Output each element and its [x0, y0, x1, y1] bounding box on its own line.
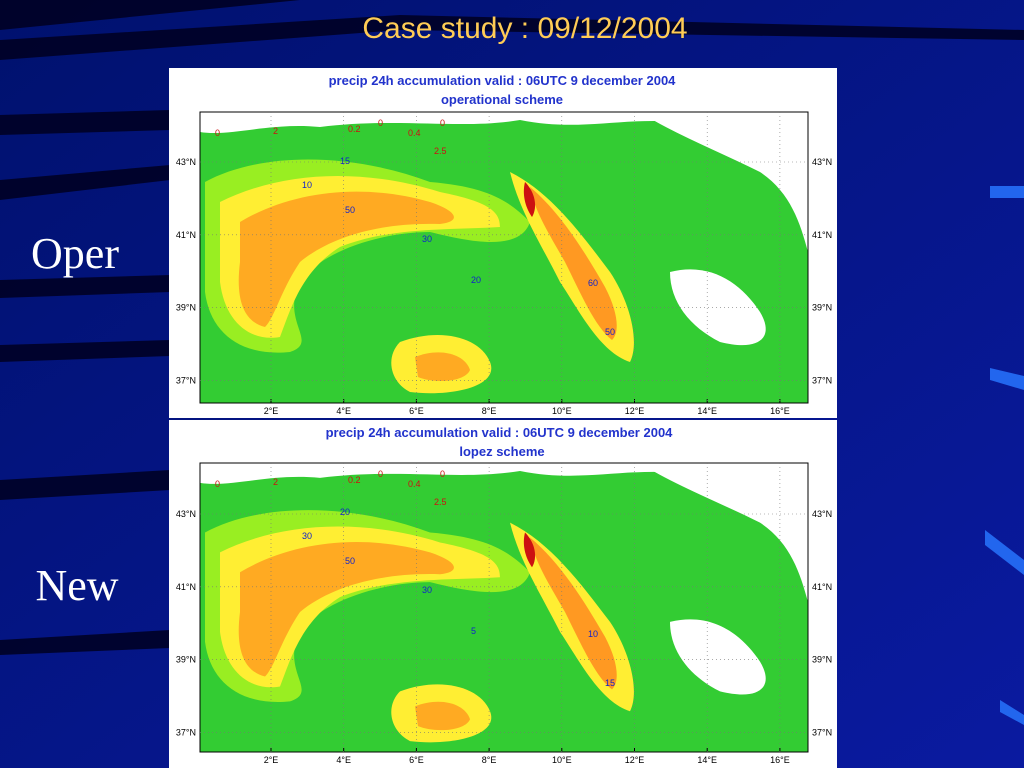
map-frame [199, 462, 809, 753]
contour-label: 0.2 [348, 475, 361, 485]
contour-label: 2.5 [434, 497, 447, 507]
x-tick-label: 16°E [770, 755, 790, 765]
contour-label: 30 [302, 531, 312, 541]
map-title: precip 24h accumulation valid : 06UTC 9 … [329, 73, 677, 88]
contour-label: 0.2 [348, 124, 361, 134]
contour-label: 30 [422, 585, 432, 595]
contour-label: 10 [588, 629, 598, 639]
y-tick-label: 39°N [812, 655, 832, 665]
y-tick-label: 39°N [812, 303, 832, 313]
precip-map [200, 112, 808, 403]
x-tick-label: 14°E [697, 406, 717, 416]
contour-label: 2 [273, 477, 278, 487]
y-tick-label: 39°N [176, 303, 196, 313]
precip-map [200, 463, 808, 752]
y-tick-label: 41°N [812, 582, 832, 592]
contour-label: 20 [471, 275, 481, 285]
x-tick-label: 2°E [264, 755, 279, 765]
x-tick-label: 12°E [625, 406, 645, 416]
x-tick-label: 8°E [482, 406, 497, 416]
contour-label: 0 [440, 469, 445, 479]
contour-label: 0 [378, 118, 383, 128]
y-tick-label: 37°N [176, 375, 196, 385]
x-tick-label: 14°E [697, 755, 717, 765]
map-frame [199, 111, 809, 404]
x-tick-label: 2°E [264, 406, 279, 416]
y-tick-label: 41°N [812, 230, 832, 240]
contour-label: 50 [345, 205, 355, 215]
y-tick-label: 43°N [812, 157, 832, 167]
contour-label: 50 [345, 556, 355, 566]
x-tick-label: 8°E [482, 755, 497, 765]
map-panel: precip 24h accumulation valid : 06UTC 9 … [31, 68, 837, 418]
contour-label: 0 [378, 469, 383, 479]
side-label: New [35, 561, 118, 610]
y-tick-label: 37°N [176, 727, 196, 737]
x-tick-label: 4°E [336, 755, 351, 765]
contour-label: 15 [605, 678, 615, 688]
map-panel: precip 24h accumulation valid : 06UTC 9 … [35, 420, 837, 768]
y-tick-label: 39°N [176, 655, 196, 665]
y-tick-label: 41°N [176, 230, 196, 240]
contour-label: 15 [340, 156, 350, 166]
contour-label: 2 [273, 126, 278, 136]
background-stripes [0, 0, 1024, 655]
contour-label: 0 [215, 128, 220, 138]
contour-label: 0 [440, 118, 445, 128]
contour-label: 0.4 [408, 128, 421, 138]
contour-label: 60 [588, 278, 598, 288]
contour-label: 2.5 [434, 146, 447, 156]
contour-label: 5 [471, 626, 476, 636]
x-tick-label: 6°E [409, 406, 424, 416]
x-tick-label: 12°E [625, 755, 645, 765]
map-title: precip 24h accumulation valid : 06UTC 9 … [326, 425, 674, 440]
x-tick-label: 4°E [336, 406, 351, 416]
x-tick-label: 16°E [770, 406, 790, 416]
x-tick-label: 10°E [552, 406, 572, 416]
y-tick-label: 37°N [812, 727, 832, 737]
contour-label: 30 [422, 234, 432, 244]
y-tick-label: 43°N [812, 509, 832, 519]
contour-label: 10 [302, 180, 312, 190]
map-subtitle: lopez scheme [459, 444, 544, 459]
contour-label: 50 [605, 327, 615, 337]
slide-title: Case study : 09/12/2004 [362, 12, 687, 45]
y-tick-label: 43°N [176, 509, 196, 519]
map-subtitle: operational scheme [441, 92, 563, 107]
y-tick-label: 41°N [176, 582, 196, 592]
y-tick-label: 37°N [812, 375, 832, 385]
contour-label: 0 [215, 479, 220, 489]
contour-label: 0.4 [408, 479, 421, 489]
side-dashes [985, 186, 1024, 725]
x-tick-label: 10°E [552, 755, 572, 765]
y-tick-label: 43°N [176, 157, 196, 167]
side-label: Oper [31, 229, 119, 278]
x-tick-label: 6°E [409, 755, 424, 765]
contour-label: 20 [340, 507, 350, 517]
